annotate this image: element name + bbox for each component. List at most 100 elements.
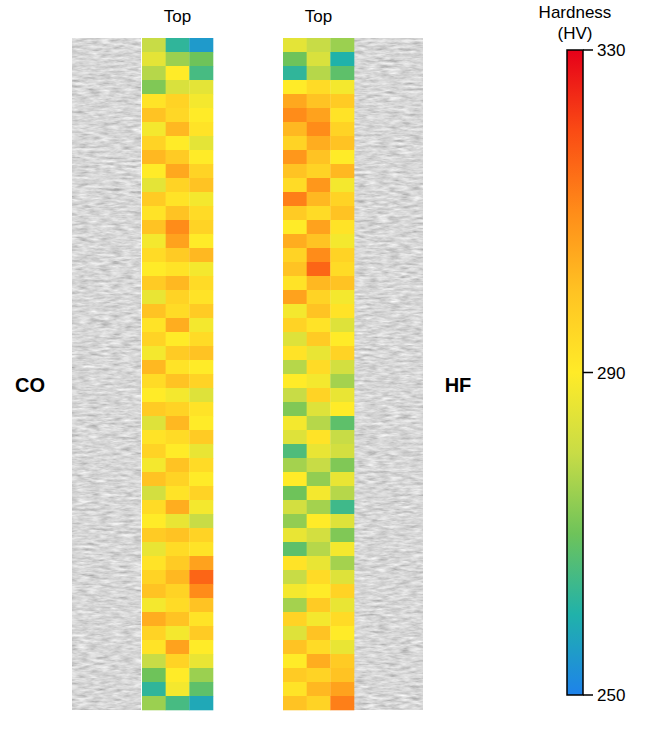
heat-cell	[330, 220, 354, 234]
heat-cell	[166, 416, 190, 430]
heat-cell	[307, 290, 331, 304]
heat-cell	[189, 192, 213, 206]
heat-cell	[142, 248, 166, 262]
heat-cell	[283, 528, 307, 542]
heat-cell	[142, 122, 166, 136]
heat-cell	[189, 206, 213, 220]
heat-cell	[189, 458, 213, 472]
heat-cell	[307, 94, 331, 108]
heat-cell	[189, 122, 213, 136]
heat-cell	[283, 584, 307, 598]
heat-cell	[142, 570, 166, 584]
heat-cell	[307, 304, 331, 318]
heat-cell	[166, 318, 190, 332]
heat-cell	[166, 66, 190, 80]
heat-cell	[330, 94, 354, 108]
heat-cell	[142, 66, 166, 80]
heat-cell	[283, 94, 307, 108]
heat-cell	[283, 248, 307, 262]
heat-cell	[142, 360, 166, 374]
heat-cell	[307, 332, 331, 346]
heat-cell	[189, 304, 213, 318]
heat-cell	[142, 654, 166, 668]
heat-cell	[142, 612, 166, 626]
heat-cell	[189, 178, 213, 192]
heat-cell	[283, 640, 307, 654]
heat-cell	[330, 346, 354, 360]
heat-cell	[330, 38, 354, 52]
heat-cell	[166, 654, 190, 668]
heat-cell	[330, 150, 354, 164]
heat-cell	[307, 612, 331, 626]
heat-cell	[142, 598, 166, 612]
heat-cell	[307, 486, 331, 500]
heat-cell	[330, 402, 354, 416]
heat-cell	[142, 402, 166, 416]
heat-cell	[283, 192, 307, 206]
heat-cell	[189, 528, 213, 542]
heatmap	[283, 38, 354, 710]
heat-cell	[330, 640, 354, 654]
heat-cell	[142, 192, 166, 206]
heat-cell	[283, 164, 307, 178]
heat-cell	[189, 290, 213, 304]
colorbar-scale	[567, 50, 583, 695]
heat-cell	[307, 220, 331, 234]
heat-cell	[330, 430, 354, 444]
heat-cell	[330, 360, 354, 374]
heat-cell	[330, 290, 354, 304]
heat-cell	[166, 136, 190, 150]
heat-cell	[166, 696, 190, 710]
heat-cell	[189, 654, 213, 668]
heat-cell	[307, 318, 331, 332]
heat-cell	[283, 388, 307, 402]
heat-cell	[330, 500, 354, 514]
heat-cell	[307, 206, 331, 220]
heat-cell	[142, 430, 166, 444]
heat-cell	[189, 500, 213, 514]
heat-cell	[330, 486, 354, 500]
heat-cell	[189, 444, 213, 458]
heat-cell	[142, 346, 166, 360]
heat-cell	[166, 38, 190, 52]
heat-cell	[166, 304, 190, 318]
heat-cell	[330, 318, 354, 332]
colorbar: 250290330Hardness(HV)	[539, 3, 626, 705]
heat-cell	[142, 584, 166, 598]
heat-cell	[283, 472, 307, 486]
colorbar-tick	[583, 694, 593, 696]
heat-cell	[283, 458, 307, 472]
heat-cell	[307, 262, 331, 276]
heat-cell	[142, 514, 166, 528]
heat-cell	[307, 416, 331, 430]
heat-cell	[166, 584, 190, 598]
heat-cell	[142, 94, 166, 108]
heat-cell	[330, 234, 354, 248]
panel-label: CO	[15, 374, 45, 396]
heat-cell	[330, 444, 354, 458]
heat-cell	[307, 430, 331, 444]
heat-cell	[189, 682, 213, 696]
heat-cell	[189, 374, 213, 388]
heat-cell	[142, 556, 166, 570]
heat-cell	[189, 276, 213, 290]
panel: TopCO	[15, 7, 213, 710]
heat-cell	[330, 682, 354, 696]
heat-cell	[189, 486, 213, 500]
heat-cell	[330, 584, 354, 598]
heat-cell	[142, 640, 166, 654]
heat-cell	[330, 556, 354, 570]
heat-cell	[307, 374, 331, 388]
colorbar-tick-label: 290	[597, 364, 625, 383]
heat-cell	[166, 94, 190, 108]
heat-cell	[307, 542, 331, 556]
heat-cell	[307, 668, 331, 682]
heat-cell	[166, 612, 190, 626]
heat-cell	[189, 108, 213, 122]
panel-label: HF	[445, 374, 472, 396]
heat-cell	[142, 304, 166, 318]
heat-cell	[307, 528, 331, 542]
heat-cell	[330, 416, 354, 430]
heat-cell	[166, 374, 190, 388]
heat-cell	[189, 80, 213, 94]
